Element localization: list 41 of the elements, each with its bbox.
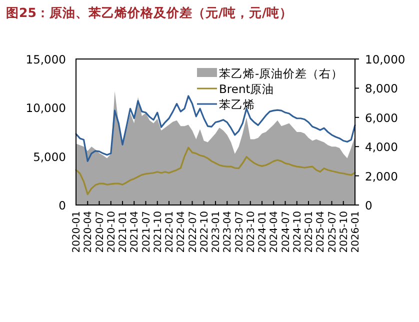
y2-tick-label: 4,000 xyxy=(365,140,398,154)
x-tick-label: 2025-10 xyxy=(338,211,350,253)
y-tick-label: 15,000 xyxy=(26,52,66,66)
x-tick-label: 2023-10 xyxy=(246,211,257,253)
y2-tick-label: 2,000 xyxy=(365,169,398,184)
x-tick-label: 2022-10 xyxy=(199,211,210,253)
x-tick-label: 2022-07 xyxy=(188,211,199,253)
y2-tick-label: 10,000 xyxy=(365,52,406,66)
x-tick-label: 2021-04 xyxy=(130,211,141,253)
line-series xyxy=(75,146,356,196)
chart-title: 图25：原油、苯乙烯价格及价差（元/吨，元/吨） xyxy=(6,5,293,20)
y2-tick-label: 0 xyxy=(365,198,372,212)
legend-label: 苯乙烯 xyxy=(219,98,255,112)
x-tick-label: 2022-04 xyxy=(176,211,188,253)
x-tick-label: 2023-01 xyxy=(211,211,222,253)
x-tick-label: 2024-01 xyxy=(258,211,268,253)
x-tick-label: 2021-01 xyxy=(118,211,129,253)
x-tick-label: 2024-04 xyxy=(269,211,280,253)
x-tick-label: 2023-07 xyxy=(234,211,246,253)
legend-label: Brent原油 xyxy=(219,82,274,96)
x-tick-label: 2023-04 xyxy=(222,211,234,253)
y-tick-label: 10,000 xyxy=(26,101,66,116)
x-tick-label: 2021-10 xyxy=(152,211,164,253)
x-tick-label: 2026-01 xyxy=(350,211,362,253)
x-tick-label: 2021-07 xyxy=(141,211,152,253)
x-tick-label: 2025-01 xyxy=(304,211,315,253)
legend-label: 苯乙烯-原油价差（右） xyxy=(219,66,344,80)
x-tick-label: 2024-07 xyxy=(280,211,292,253)
y-tick-label: 0 xyxy=(58,198,66,212)
x-tick-label: 2020-04 xyxy=(83,211,94,253)
y2-tick-label: 8,000 xyxy=(365,82,398,96)
x-tick-label: 2025-04 xyxy=(316,211,327,253)
x-tick-label: 2020-07 xyxy=(94,211,106,253)
line-series xyxy=(75,95,356,162)
x-tick-label: 2022-01 xyxy=(164,211,176,253)
x-tick-label: 2024-10 xyxy=(292,211,304,253)
y2-tick-label: 6,000 xyxy=(365,110,398,125)
x-tick-label: 2025-07 xyxy=(327,211,338,253)
x-tick-label: 2020-01 xyxy=(72,211,82,253)
y-tick-label: 5,000 xyxy=(33,150,66,164)
x-tick-label: 2020-10 xyxy=(106,211,118,253)
